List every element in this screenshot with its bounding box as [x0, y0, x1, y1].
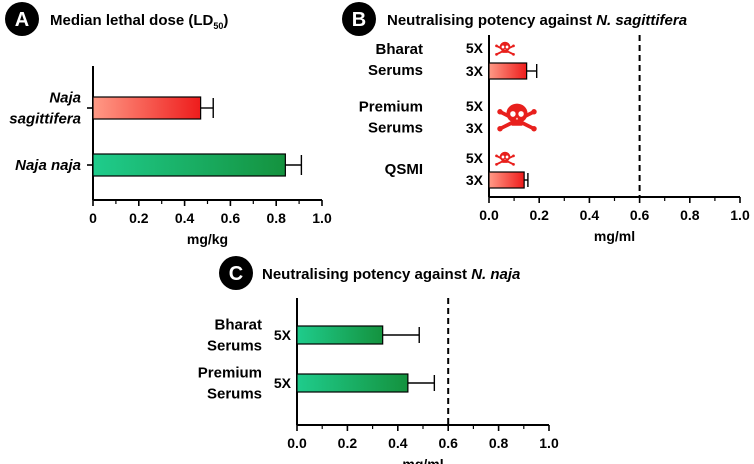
panel-a-plot: 0 0.2 0.4 0.6 0.8 1.0 mg/kg Naja sagittifera Naja…: [9, 66, 332, 247]
category-label: sagittifera: [9, 111, 81, 128]
group-label: Premium: [198, 365, 262, 382]
group-label: Premium: [359, 99, 423, 116]
panel-b-plot: 0.0 0.2 0.4 0.6 0.8 1.0 mg/ml Bharat Serums 5X 3X P…: [359, 35, 750, 244]
group-label: Bharat: [375, 41, 423, 58]
bar: [92, 96, 202, 120]
x-tick-label: 0.0: [479, 207, 499, 223]
panel-c-letter: C: [229, 263, 243, 285]
x-tick-label: 0.4: [175, 210, 195, 226]
dose-label: 3X: [466, 120, 484, 136]
bar: [488, 62, 528, 80]
x-tick-label: 1.0: [539, 435, 559, 451]
bar: [488, 171, 525, 189]
group-label: Serums: [368, 120, 423, 137]
panel-b-title: Neutralising potency against N. sagittif…: [387, 12, 687, 29]
x-axis-label: mg/ml: [402, 456, 443, 464]
panel-b-letter: B: [352, 9, 366, 31]
x-tick-label: 0.4: [388, 435, 408, 451]
x-tick-label: 0.2: [338, 435, 358, 451]
skull-icon: [495, 152, 515, 166]
x-tick-label: 0.6: [221, 210, 241, 226]
x-tick-label: 0.8: [266, 210, 286, 226]
x-tick-label: 0.6: [630, 207, 650, 223]
panel-c-badge: [219, 256, 253, 290]
group-label: Bharat: [214, 317, 262, 334]
panel-c: C Neutralising potency against N. naja 0…: [198, 256, 559, 464]
panel-a-badge: [5, 2, 39, 36]
dose-label: 5X: [274, 327, 292, 343]
category-label: Naja naja: [15, 157, 81, 174]
dose-label: 5X: [466, 150, 484, 166]
skull-icon: [495, 42, 515, 56]
dose-label: 5X: [466, 98, 484, 114]
panel-c-title: Neutralising potency against N. naja: [262, 266, 520, 283]
dose-label: 5X: [274, 375, 292, 391]
x-tick-label: 0.6: [438, 435, 458, 451]
panel-b-badge: [342, 2, 376, 36]
x-tick-label: 0.4: [580, 207, 600, 223]
category-label: Naja: [49, 90, 81, 107]
bar: [92, 153, 286, 177]
group-label: QSMI: [385, 161, 423, 178]
group-label: Serums: [368, 62, 423, 79]
x-axis-label: mg/ml: [594, 228, 635, 244]
skull-icon: [497, 104, 536, 132]
x-tick-label: 0.2: [529, 207, 549, 223]
panel-a-letter: A: [15, 9, 29, 31]
x-tick-label: 0.8: [489, 435, 509, 451]
x-tick-label: 1.0: [730, 207, 750, 223]
group-label: Serums: [207, 386, 262, 403]
x-tick-label: 1.0: [312, 210, 332, 226]
dose-label: 5X: [466, 40, 484, 56]
dose-label: 3X: [466, 172, 484, 188]
x-tick-label: 0.0: [287, 435, 307, 451]
panel-a-title: Median lethal dose (LD50): [50, 12, 228, 31]
x-axis-label: mg/kg: [187, 231, 228, 247]
x-tick-label: 0.8: [680, 207, 700, 223]
bar: [296, 373, 409, 393]
panel-c-plot: 0.0 0.2 0.4 0.6 0.8 1.0 mg/ml Bharat Serums 5X Pre…: [198, 298, 559, 464]
panel-a: A Median lethal dose (LD50) 0 0.2 0.4 0.6 0.…: [5, 2, 332, 247]
bar: [296, 325, 384, 345]
panel-b: B Neutralising potency against N. sagitt…: [342, 2, 750, 244]
x-tick-label: 0: [89, 210, 97, 226]
group-label: Serums: [207, 338, 262, 355]
dose-label: 3X: [466, 63, 484, 79]
x-tick-label: 0.2: [129, 210, 149, 226]
